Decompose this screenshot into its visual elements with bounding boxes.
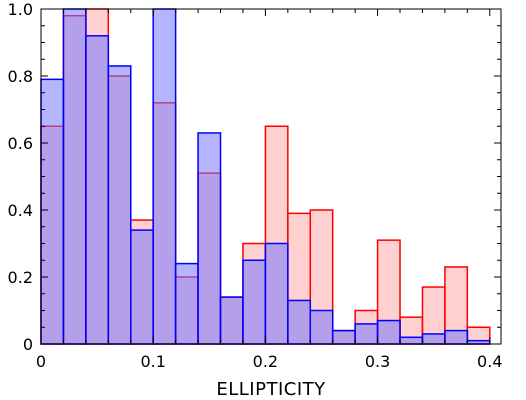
axis-ticks [40,8,501,345]
series-2-bar [174,262,199,345]
x-axis-title: ELLIPTICITY [216,379,326,400]
histogram-bars [40,8,491,345]
y-tick-label: 0.2 [8,268,33,287]
series-2-bar [242,259,267,345]
series-2-bar [62,8,87,345]
series-2-bars [40,8,491,345]
series-2-bar [107,65,132,345]
series-2-bar [331,329,356,345]
series-2-bar [309,309,334,345]
y-tick-label: 0.4 [8,201,33,220]
series-2-bar [399,336,424,345]
x-tick-label: 0.3 [365,352,390,371]
series-2-bar [376,319,401,345]
series-2-bar [466,339,491,345]
y-tick-label: 1.0 [8,0,33,19]
x-tick-label: 0.1 [140,352,165,371]
series-2-bar [130,229,154,345]
series-2-bar [421,333,446,345]
series-2-bar [197,132,222,345]
series-2-bar [85,35,110,345]
x-tick-label: 0.4 [477,352,502,371]
series-2-bar [40,78,65,345]
series-2-bar [152,8,177,345]
y-tick-label: 0.8 [8,67,33,86]
y-tick-label: 0.6 [8,134,33,153]
series-2-bar [287,299,312,345]
x-tick-label: 0 [36,352,46,371]
series-2-bar [219,296,244,345]
series-2-bar [444,329,469,345]
series-2-bar [354,323,379,345]
y-tick-label: 0 [23,335,33,354]
series-2-bar [264,242,289,345]
axis-tick-labels: 0 0.1 0.2 0.3 0.4 0 0.2 0.4 0.6 0.8 1.0 [8,0,503,371]
x-tick-label: 0.2 [253,352,278,371]
